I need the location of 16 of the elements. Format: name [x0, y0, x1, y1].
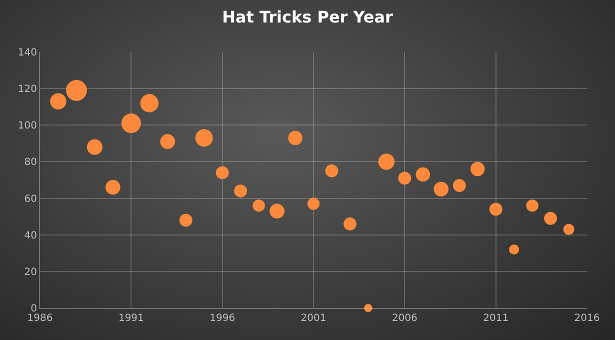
x-tick-label: 1986: [27, 313, 53, 324]
y-tick-label: 80: [24, 157, 37, 168]
y-tick-label: 140: [18, 48, 37, 58]
x-tick-label: 2011: [483, 313, 509, 324]
x-tick-label: 2006: [392, 313, 418, 324]
x-tick-label: 1996: [210, 313, 236, 324]
y-tick-label: 100: [18, 120, 37, 132]
y-tick-label: 20: [24, 266, 37, 278]
y-tick-label: 40: [24, 230, 37, 242]
x-tick-label: 2016: [574, 313, 600, 324]
x-tick-label: 2001: [300, 313, 326, 324]
y-tick-label: 60: [24, 194, 37, 205]
x-tick-label: 1991: [118, 313, 144, 324]
y-tick-label: 0: [30, 304, 37, 314]
chart-title: Hat Tricks Per Year: [222, 8, 394, 27]
y-tick-label: 120: [18, 84, 37, 96]
